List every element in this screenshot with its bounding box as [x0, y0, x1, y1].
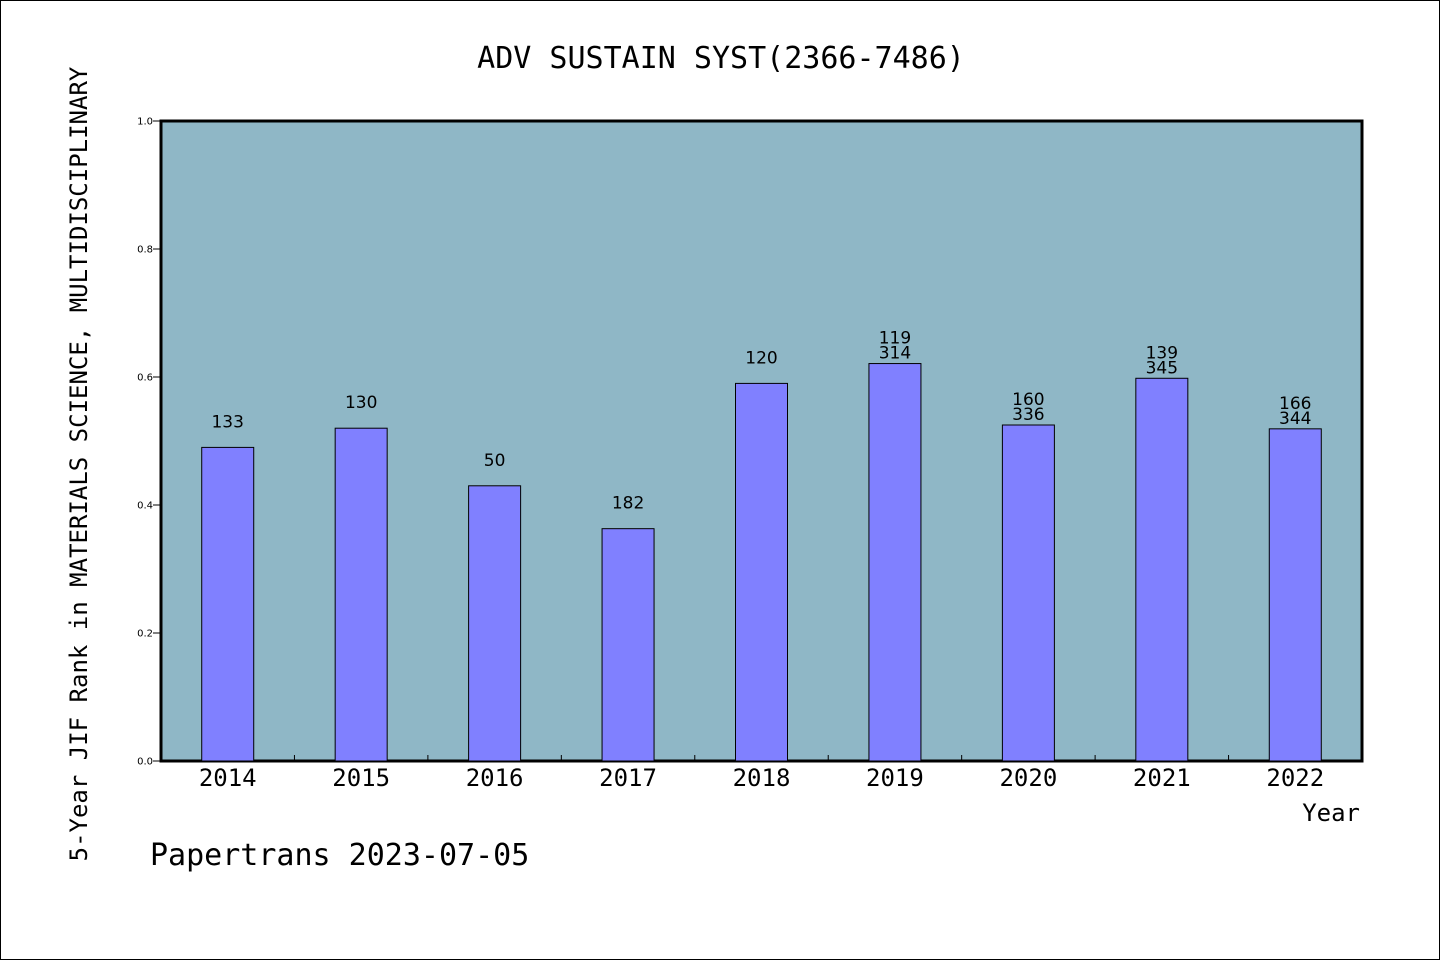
x-axis-label: Year	[1302, 799, 1360, 827]
y-axis: 0.0 0.2 0.4 0.6 0.8 1.0	[137, 117, 161, 768]
data-label: 166	[1279, 394, 1311, 414]
data-label: 119	[879, 329, 911, 349]
data-label: 120	[745, 348, 777, 368]
x-tick-label: 2017	[599, 764, 657, 792]
y-tick-label: 1.0	[137, 117, 153, 128]
data-label: 336	[1012, 405, 1044, 425]
y-axis-label: 5-Year JIF Rank in MATERIALS SCIENCE, MU…	[65, 66, 93, 861]
y-tick-label: 0.2	[137, 629, 153, 640]
data-label: 50	[484, 451, 506, 471]
bar-2021	[1135, 377, 1189, 762]
bar-2019	[868, 363, 922, 762]
footer-credit: Papertrans 2023-07-05	[150, 838, 529, 873]
data-label: 344	[1279, 409, 1311, 429]
x-tick-label: 2014	[199, 764, 257, 792]
x-tick-label: 2019	[866, 764, 924, 792]
x-axis: 2014 2015 2016 2017 2018 2019 2020 2021 2022	[199, 755, 1324, 792]
x-tick-label: 2018	[733, 764, 791, 792]
data-label: 130	[345, 393, 377, 413]
x-tick-label: 2016	[466, 764, 524, 792]
data-label: 133	[211, 412, 243, 432]
x-tick-label: 2015	[332, 764, 390, 792]
y-tick-label: 0.4	[137, 501, 153, 512]
data-label: 160	[1012, 390, 1044, 410]
data-label: 345	[1146, 358, 1178, 378]
data-label: 314	[879, 344, 911, 364]
bar-2020	[1001, 424, 1055, 762]
bar-2016	[468, 485, 522, 762]
data-label: 139	[1146, 343, 1178, 363]
bar-2018	[735, 382, 788, 762]
bars-group	[201, 363, 1322, 762]
x-tick-label: 2022	[1266, 764, 1324, 792]
y-tick-label: 0.0	[137, 757, 153, 768]
bar-2014	[201, 446, 255, 762]
chart-title: ADV SUSTAIN SYST(2366-7486)	[477, 41, 965, 76]
bar-2015	[334, 427, 388, 762]
y-tick-label: 0.6	[137, 373, 153, 384]
x-tick-label: 2020	[999, 764, 1057, 792]
y-tick-label: 0.8	[137, 245, 153, 256]
bar-2022	[1268, 428, 1322, 762]
x-tick-label: 2021	[1133, 764, 1191, 792]
data-label: 182	[612, 494, 644, 514]
bar-2017	[601, 528, 655, 762]
